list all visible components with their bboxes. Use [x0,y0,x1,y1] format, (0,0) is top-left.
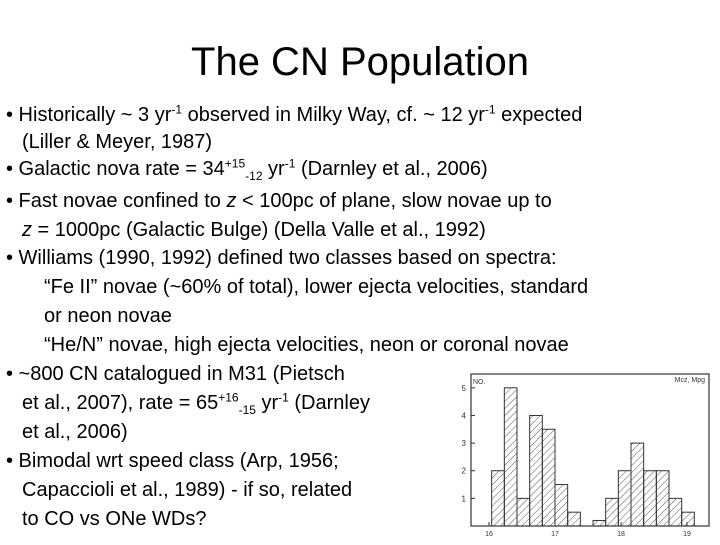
x-axis-label: Mcz, Mpg [675,377,705,384]
bullet-5-text-a: et al., 2007), rate = 65 [22,392,219,414]
bullet-3-line-2: z = 1000pc (Galactic Bulge) (Della Valle… [22,218,486,242]
histogram-bar [541,428,556,527]
histogram-bar [592,519,607,527]
bullet-2-text-a: • Galactic nova rate = 34 [6,158,225,180]
y-tick-label: 5 [462,384,467,393]
histogram-bar [617,470,632,527]
bullet-3-z-2: z [22,219,32,241]
histogram-bars [491,387,695,527]
histogram-bar [605,497,619,527]
bullet-5-text-b: yr [255,392,279,414]
slide-title: The CN Population [191,40,529,84]
bullet-1-line-2: (Liller & Meyer, 1987) [22,131,213,153]
histogram-bar [554,484,569,527]
bullet-5-sup: +16 [218,390,239,405]
histogram-bar [630,442,645,527]
y-axis-label: NO. [473,379,486,386]
bullet-3-line-1: • Fast novae confined to z < 100pc of pl… [6,189,552,213]
x-tick-label: 16 [485,531,493,538]
histogram-bar [491,470,505,527]
histogram-labels: 5 4 3 2 1 NO. 16 17 18 19 Mcz, Mpg [462,377,706,538]
bullet-3-text-a: • Fast novae confined to [6,190,227,212]
histogram-bar [681,511,695,527]
bullet-6-line-1: • Bimodal wrt speed class (Arp, 1956; [6,450,339,472]
y-tick-label: 3 [462,439,467,448]
bullet-2-sub: -12 [245,169,263,183]
bullet-1-sup-a: -1 [171,102,183,117]
histogram-bar [503,387,518,527]
histogram-bar [529,414,543,527]
x-tick-label: 18 [617,531,625,538]
bullet-1-text-c: expected [495,104,583,126]
speed-class-histogram: 5 4 3 2 1 NO. 16 17 18 19 Mcz, Mpg [443,364,720,540]
bullet-1-text-a: • Historically ~ 3 yr [6,104,172,126]
bullet-3-text-b: < 100pc of plane, slow novae up to [236,190,552,212]
x-tick-label: 17 [551,531,559,538]
bullet-3-z: z [226,190,237,212]
histogram-svg: 5 4 3 2 1 NO. 16 17 18 19 Mcz, Mpg [443,364,720,540]
histogram-bar [516,497,531,527]
histogram-bar [643,470,657,527]
bullet-6-line-3: to CO vs ONe WDs? [22,508,207,530]
bullet-5-line-1: • ~800 CN catalogued in M31 (Pietsch [6,363,345,385]
bullet-6-line-2: Capaccioli et al., 1989) - if so, relate… [22,479,353,501]
histogram-bar [655,470,670,527]
bullet-1-text-b: observed in Milky Way, cf. ~ 12 yr [182,104,485,126]
bullet-3-text-c: = 1000pc (Galactic Bulge) (Della Valle e… [32,219,486,241]
bullet-4-line-3: or neon novae [44,305,172,327]
y-tick-label: 2 [462,467,467,476]
bullet-2-sup: +15 [224,156,246,171]
bullet-5-line-3: et al., 2006) [22,421,128,443]
bullet-2-sup-b: -1 [284,156,296,171]
bullet-1-line-1: • Historically ~ 3 yr-1 observed in Milk… [6,103,582,127]
bullet-5-sub: -15 [238,403,256,417]
y-tick-label: 1 [462,494,467,503]
bullet-5-text-c: (Darnley [288,392,370,414]
histogram-bar [668,497,683,527]
histogram-frame [470,373,710,527]
bullet-4-line-1: • Williams (1990, 1992) defined two clas… [6,247,557,269]
bullet-5-line-2: et al., 2007), rate = 65+16-15 yr-1 (Dar… [22,390,370,417]
bullet-5-sup-b: -1 [278,390,289,405]
histogram-bar [567,511,581,527]
x-tick-label: 19 [683,531,691,538]
bullet-4-line-4: “He/N” novae, high ejecta velocities, ne… [44,334,569,356]
bullet-2-text-b: yr [262,158,285,180]
bullet-4-line-2: “Fe II” novae (~60% of total), lower eje… [44,276,589,298]
bullet-2-text-c: (Darnley et al., 2006) [295,158,488,180]
y-tick-label: 4 [462,411,467,420]
bullet-2-line-1: • Galactic nova rate = 34+15-12 yr-1 (Da… [6,156,488,183]
bullet-1-sup-b: -1 [484,102,496,117]
